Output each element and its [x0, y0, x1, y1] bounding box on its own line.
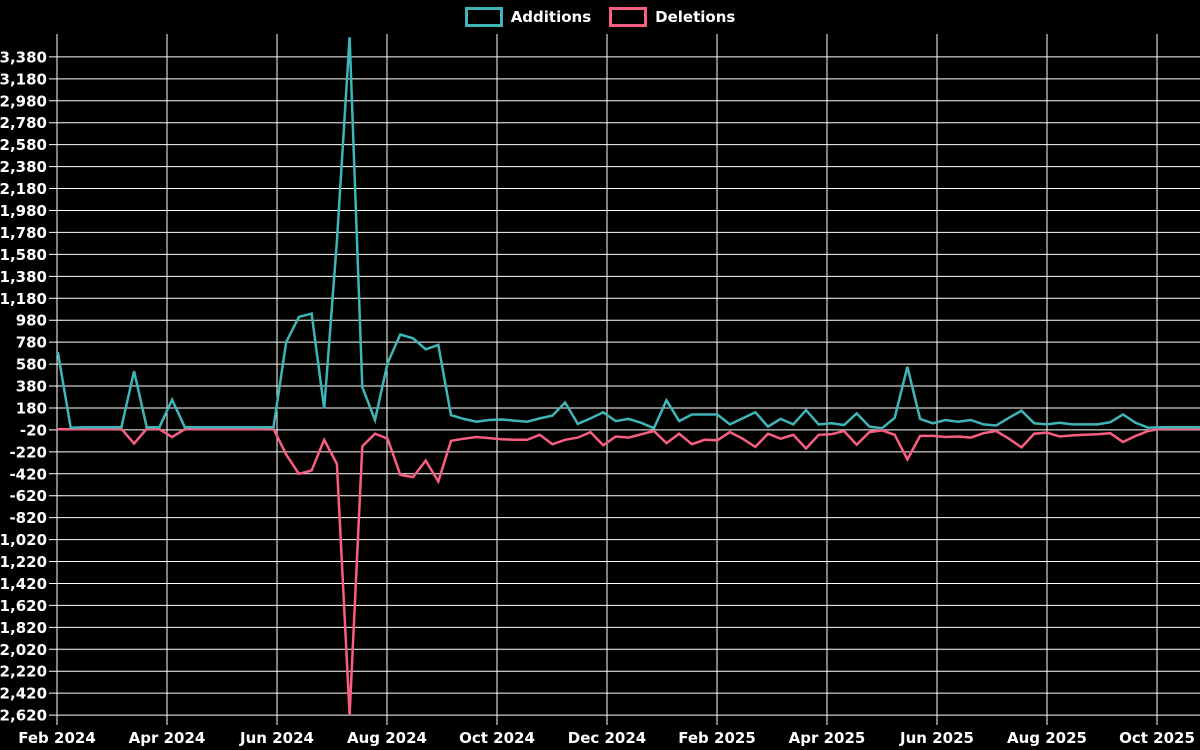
- y-tick-label: -2,020: [0, 641, 47, 659]
- y-tick-label: -1,820: [0, 619, 47, 637]
- y-tick-label: 380: [16, 378, 47, 396]
- x-tick-label: Jun 2024: [239, 729, 314, 747]
- y-tick-label: -1,420: [0, 575, 47, 593]
- y-tick-label: 2,380: [0, 158, 47, 176]
- x-axis-labels: Feb 2024 Apr 2024 Jun 2024 Aug 2024 Oct 2024…: [18, 729, 1195, 747]
- legend-item-additions[interactable]: Additions: [464, 7, 592, 27]
- y-tick-label: 580: [16, 356, 47, 374]
- y-tick-label: -20: [20, 421, 47, 439]
- y-tick-label: -620: [9, 487, 47, 505]
- x-tick-label: Aug 2025: [1007, 729, 1087, 747]
- y-tick-label: -1,620: [0, 597, 47, 615]
- x-tick-label: Jun 2025: [899, 729, 974, 747]
- y-tick-label: -820: [9, 509, 47, 527]
- y-tick-label: 1,380: [0, 268, 47, 286]
- x-tick-label: Apr 2025: [789, 729, 866, 747]
- y-tick-label: 1,980: [0, 202, 47, 220]
- y-tick-label: -1,220: [0, 553, 47, 571]
- additions-legend-label: Additions: [510, 8, 592, 26]
- y-tick-label: -2,220: [0, 663, 47, 681]
- y-tick-label: 1,780: [0, 224, 47, 242]
- y-tick-label: -220: [9, 443, 47, 461]
- x-tick-label: Dec 2024: [568, 729, 647, 747]
- y-grid: [49, 56, 1200, 716]
- y-tick-label: 2,780: [0, 114, 47, 132]
- x-tick-label: Apr 2024: [129, 729, 206, 747]
- additions-line: [56, 37, 1200, 430]
- x-grid: [56, 34, 1158, 725]
- chart-legend: Additions Deletions: [0, 7, 1200, 27]
- x-tick-label: Feb 2024: [18, 729, 96, 747]
- y-tick-label: -2,420: [0, 685, 47, 703]
- y-tick-label: 980: [16, 312, 47, 330]
- x-tick-label: Aug 2024: [347, 729, 427, 747]
- additions-swatch-icon: [464, 7, 503, 27]
- deletions-legend-label: Deletions: [655, 8, 736, 26]
- x-tick-label: Oct 2025: [1119, 729, 1195, 747]
- y-axis-labels: 3,380 3,180 2,980 2,780 2,580 2,380 2,180 1,980…: [0, 48, 47, 724]
- y-tick-label: 2,980: [0, 92, 47, 110]
- y-tick-label: -420: [9, 465, 47, 483]
- y-tick-label: 180: [16, 399, 47, 417]
- y-tick-label: 780: [16, 334, 47, 352]
- y-tick-label: 2,180: [0, 180, 47, 198]
- y-tick-label: -2,620: [0, 707, 47, 725]
- x-tick-label: Oct 2024: [459, 729, 535, 747]
- x-tick-label: Feb 2025: [678, 729, 756, 747]
- y-tick-label: 1,580: [0, 246, 47, 264]
- y-tick-label: 2,580: [0, 136, 47, 154]
- y-tick-label: 3,180: [0, 70, 47, 88]
- y-tick-label: 3,380: [0, 48, 47, 66]
- legend-item-deletions[interactable]: Deletions: [609, 7, 735, 27]
- deletions-swatch-icon: [609, 7, 648, 27]
- deletions-line: [56, 427, 1200, 716]
- y-tick-label: -1,020: [0, 531, 47, 549]
- y-tick-label: 1,180: [0, 290, 47, 308]
